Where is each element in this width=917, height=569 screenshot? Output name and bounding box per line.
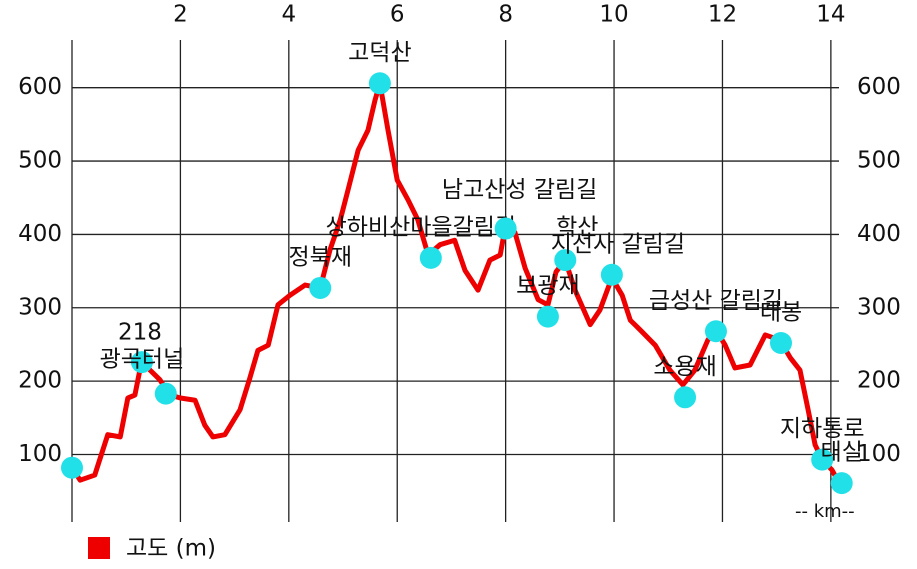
waypoint [536,305,559,328]
waypoint-label: 금성산 갈림길 [649,288,783,314]
legend-label: 고도 (m) [126,536,216,562]
waypoint-label: 정북재 [289,244,352,270]
waypoint [419,246,442,269]
x-unit-label: -- km-- [795,501,855,522]
waypoint [309,276,332,299]
y-tick-label: 100 [18,441,62,467]
y-tick-label: 400 [18,221,62,247]
waypoint [600,263,623,286]
legend-swatch [88,537,110,559]
waypoint [368,72,391,95]
waypoint [770,331,793,354]
y-tick-label-right: 100 [857,441,901,467]
waypoint-label: 남고산성 갈림길 [442,177,597,203]
x-tick-label: 2 [173,2,188,28]
waypoint [830,472,853,495]
waypoint-label: 태봉 [760,299,802,325]
annotation: 218 [118,320,162,346]
waypoint-label: 상하비산마을갈림길 [326,214,516,240]
waypoint [494,217,517,240]
y-tick-label-right: 300 [857,294,901,320]
waypoint [704,320,727,343]
y-tick-label-right: 400 [857,221,901,247]
waypoint [554,249,577,272]
y-tick-label: 300 [18,294,62,320]
waypoint [130,351,153,374]
x-tick-label: 10 [599,2,628,28]
waypoint-label: 지하통로 [780,416,865,442]
waypoint-label: 보광재 [516,273,579,299]
y-tick-label: 600 [18,74,62,100]
waypoint-label: 소용재 [653,354,716,380]
x-tick-label: 6 [390,2,405,28]
y-tick-label: 200 [18,368,62,394]
y-tick-label-right: 600 [857,74,901,100]
waypoint [154,382,177,405]
waypoint [811,448,834,471]
x-tick-label: 12 [708,2,737,28]
waypoint [674,386,697,409]
waypoint-label: 학산 [556,215,598,241]
y-tick-label-right: 200 [857,368,901,394]
waypoint-label: 광곡터널 [100,347,185,373]
elevation-line [69,80,843,486]
waypoint [61,456,83,479]
waypoint-label: 태실 [821,440,863,466]
y-tick-label: 500 [18,148,62,174]
waypoint-label: 지선사 갈림길 [551,231,685,257]
x-tick-label: 8 [498,2,513,28]
x-tick-label: 14 [816,2,845,28]
y-tick-label-right: 500 [857,148,901,174]
x-tick-label: 4 [281,2,296,28]
waypoint-label: 고덕산 [348,40,411,66]
